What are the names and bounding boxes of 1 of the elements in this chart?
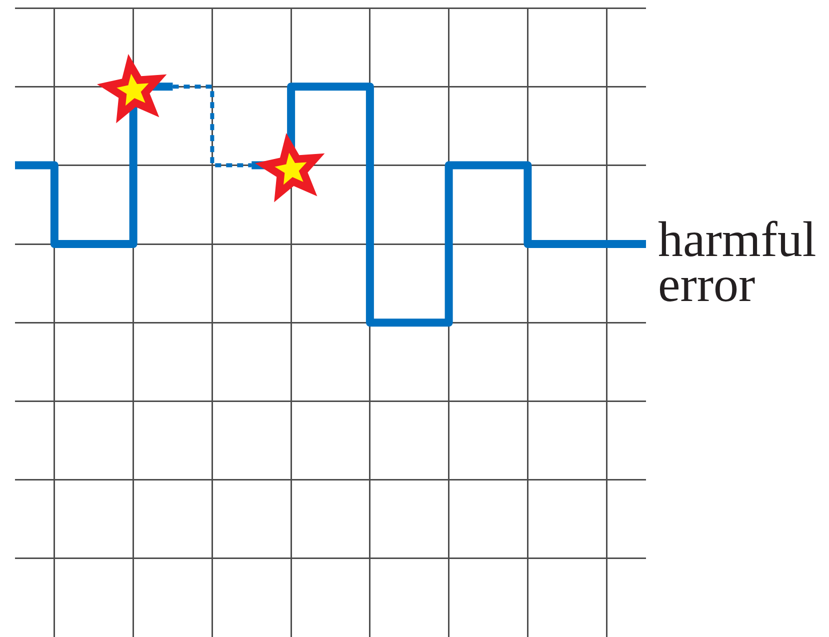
series-label: harmful error — [658, 211, 818, 312]
